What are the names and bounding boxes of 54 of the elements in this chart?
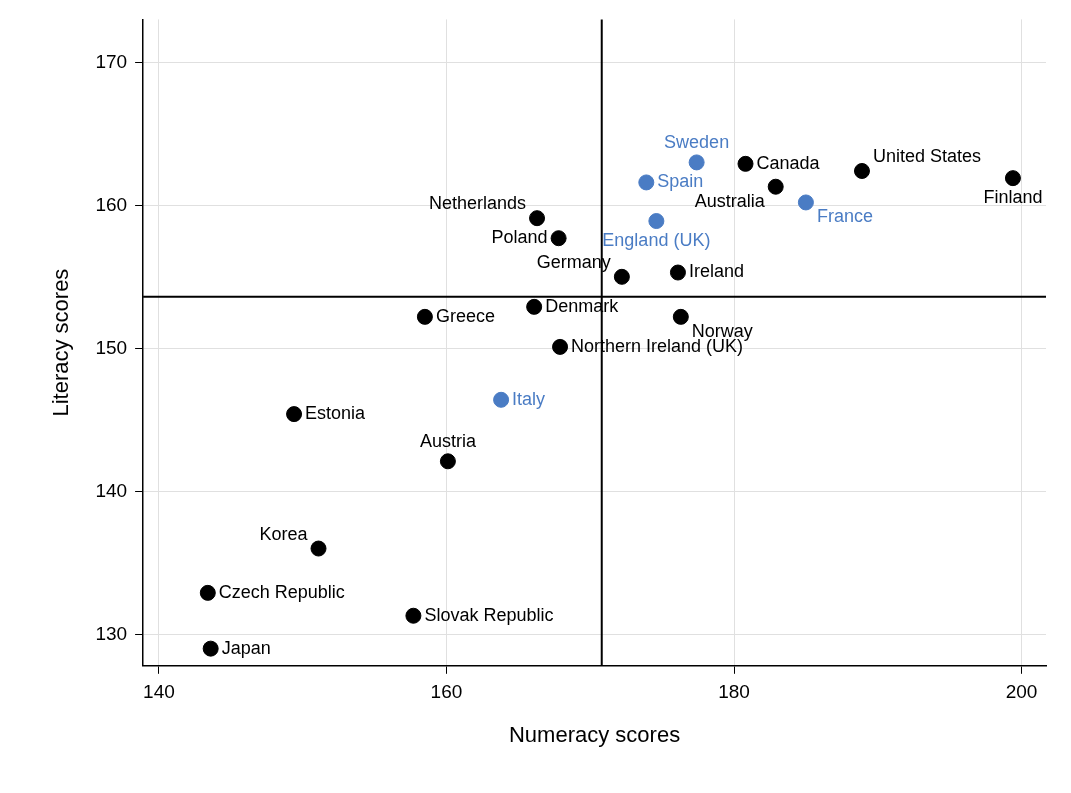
annotation: Spain xyxy=(657,171,704,192)
annotation: Estonia xyxy=(305,403,367,424)
point xyxy=(526,298,543,315)
y-tick-label: 150 xyxy=(95,336,128,358)
point xyxy=(767,178,784,195)
annotation: Canada xyxy=(756,152,821,173)
point xyxy=(1004,170,1021,187)
point xyxy=(688,154,705,171)
point xyxy=(669,264,686,281)
annotation: United States xyxy=(872,145,982,166)
y-axis-title: Literacy scores xyxy=(48,268,74,417)
annotation: Poland xyxy=(491,227,548,248)
annotation: Finland xyxy=(983,187,1043,208)
point xyxy=(550,230,567,247)
annotation: Australia xyxy=(694,190,766,211)
point xyxy=(638,174,655,191)
annotation: Czech Republic xyxy=(218,581,345,602)
y-tick-label: 140 xyxy=(95,479,128,501)
point xyxy=(416,308,433,325)
point xyxy=(737,155,754,172)
point xyxy=(493,391,510,408)
y-tick-label: 170 xyxy=(95,50,128,72)
x-tick-label: 160 xyxy=(430,681,463,703)
annotation: Austria xyxy=(419,431,477,452)
x-tick-label: 200 xyxy=(1005,681,1038,703)
point xyxy=(286,406,303,423)
point xyxy=(439,453,456,470)
annotation: Sweden xyxy=(664,132,730,153)
annotation: Greece xyxy=(435,305,495,326)
point xyxy=(199,584,216,601)
point xyxy=(310,540,327,557)
point xyxy=(853,162,870,179)
x-axis-title: Numeracy scores xyxy=(508,721,681,747)
point xyxy=(552,338,569,355)
point xyxy=(405,607,422,624)
annotation: Norway xyxy=(691,320,753,341)
point xyxy=(529,210,546,227)
x-tick-label: 140 xyxy=(143,681,175,703)
annotation: England (UK) xyxy=(602,230,711,251)
annotation: Netherlands xyxy=(428,193,527,214)
annotation: Korea xyxy=(259,523,309,544)
point xyxy=(672,308,689,325)
point xyxy=(202,640,219,657)
y-tick-label: 130 xyxy=(95,622,128,644)
point xyxy=(613,268,630,285)
annotation: Slovak Republic xyxy=(424,604,554,625)
annotation: France xyxy=(816,206,873,227)
point xyxy=(648,213,665,230)
point xyxy=(797,194,814,211)
annotation: Japan xyxy=(221,637,271,658)
x-tick-label: 180 xyxy=(718,681,750,703)
annotation: Italy xyxy=(512,388,546,409)
y-tick-label: 160 xyxy=(95,193,128,215)
annotation: Ireland xyxy=(688,261,744,282)
